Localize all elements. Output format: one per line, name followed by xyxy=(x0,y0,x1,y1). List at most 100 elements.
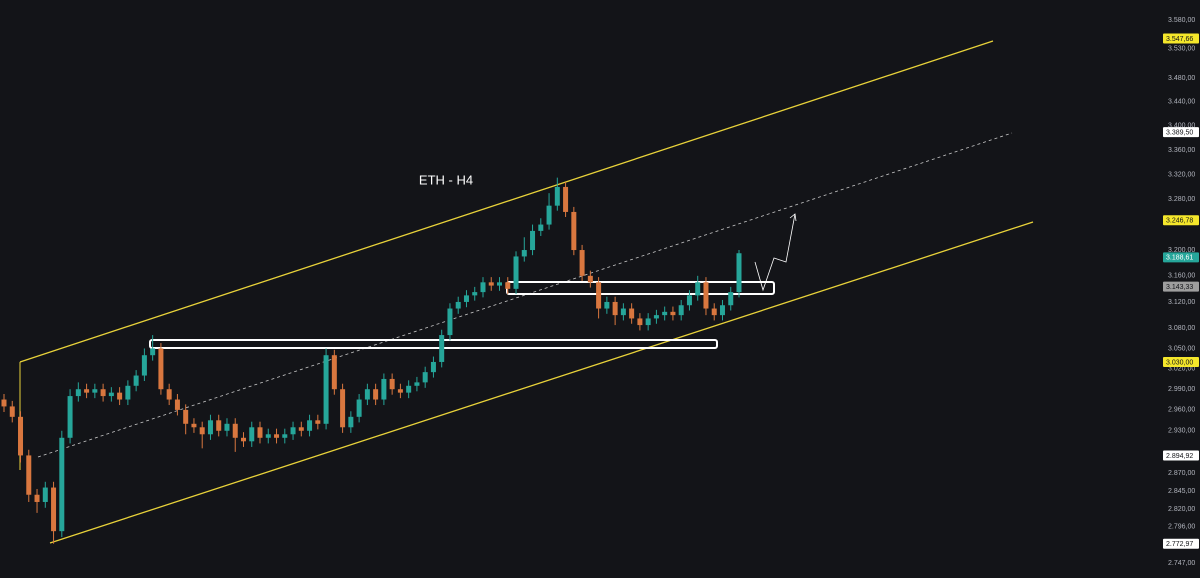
y-tick-label: 3.020,00 xyxy=(1168,366,1195,373)
candle-body xyxy=(414,382,420,386)
arrow-head xyxy=(789,213,797,222)
candle-body xyxy=(587,275,593,283)
channel-upper xyxy=(19,40,994,363)
candle-body xyxy=(728,292,734,306)
candle-body xyxy=(274,434,280,438)
candle-body xyxy=(67,396,73,438)
price-marker-label: 2.772,97 xyxy=(1166,541,1193,548)
candle-body xyxy=(513,256,519,289)
candle-body xyxy=(92,389,98,393)
candle-body xyxy=(216,420,222,431)
price-marker xyxy=(1163,281,1199,292)
candle-body xyxy=(282,434,288,438)
y-tick-label: 3.160,00 xyxy=(1168,273,1195,280)
y-tick-label: 3.530,00 xyxy=(1168,46,1195,53)
y-tick-label: 2.747,00 xyxy=(1168,560,1195,567)
candle-body xyxy=(249,427,255,442)
candle-body xyxy=(736,253,742,293)
candle-body xyxy=(207,420,213,435)
candle-body xyxy=(191,423,197,428)
candle-body xyxy=(538,224,544,231)
y-tick-label: 3.280,00 xyxy=(1168,196,1195,203)
candle-body xyxy=(166,389,172,400)
candle-body xyxy=(315,420,321,424)
price-marker-label: 3.246,78 xyxy=(1166,218,1193,225)
chart-title: ETH - H4 xyxy=(419,172,473,187)
candle-body xyxy=(406,385,412,393)
candle-body xyxy=(521,250,527,257)
price-marker-label: 3.547,66 xyxy=(1166,36,1193,43)
candle-body xyxy=(629,308,635,319)
candle-body xyxy=(373,389,379,400)
candle-body xyxy=(719,305,725,316)
candle-body xyxy=(117,392,123,400)
price-marker xyxy=(1163,33,1199,44)
candle-body xyxy=(530,230,536,251)
candle-body xyxy=(323,355,329,424)
y-tick-label: 3.320,00 xyxy=(1168,171,1195,178)
zone-lower xyxy=(149,339,718,349)
price-marker-label: 3.143,33 xyxy=(1166,284,1193,291)
candle-body xyxy=(505,282,511,289)
candle-body xyxy=(232,423,238,438)
y-tick-label: 3.580,00 xyxy=(1168,17,1195,24)
price-marker xyxy=(1163,127,1199,138)
candle-body xyxy=(472,292,478,296)
candle-body xyxy=(265,434,271,438)
candle-body xyxy=(463,295,469,302)
candle-body xyxy=(695,282,701,296)
candle-body xyxy=(84,389,90,393)
price-marker xyxy=(1163,450,1199,461)
price-marker-label: 3.389,50 xyxy=(1166,129,1193,136)
price-marker-label: 3.188,61 xyxy=(1166,255,1193,262)
y-tick-label: 3.440,00 xyxy=(1168,99,1195,106)
candle-body xyxy=(1,399,7,407)
candle-body xyxy=(612,301,618,316)
y-tick-label: 2.820,00 xyxy=(1168,506,1195,513)
candle-body xyxy=(497,282,503,286)
price-marker xyxy=(1163,215,1199,226)
candle-body xyxy=(108,392,114,397)
candle-body xyxy=(75,389,81,397)
candle-body xyxy=(563,186,569,212)
candle-body xyxy=(430,361,436,373)
candle-body xyxy=(670,311,676,316)
price-marker xyxy=(1163,356,1199,367)
candle-body xyxy=(678,305,684,316)
candle-body xyxy=(480,282,486,293)
candle-body xyxy=(703,282,709,309)
candle-body xyxy=(422,372,428,383)
price-marker-label: 3.030,00 xyxy=(1166,359,1193,366)
candle-body xyxy=(158,348,164,390)
candle-body xyxy=(290,427,296,435)
candle-body xyxy=(240,437,246,442)
candle-body xyxy=(257,427,263,438)
price-marker xyxy=(1163,538,1199,549)
candle-body xyxy=(224,423,230,431)
candle-body xyxy=(645,318,651,326)
candle-body xyxy=(34,494,40,502)
candle-body xyxy=(381,378,387,400)
candle-body xyxy=(133,375,139,386)
candle-body xyxy=(571,211,577,251)
y-tick-label: 2.845,00 xyxy=(1168,488,1195,495)
candle-body xyxy=(364,389,370,400)
candle-body xyxy=(125,385,131,400)
candle-body xyxy=(389,378,395,390)
y-tick-label: 2.990,00 xyxy=(1168,386,1195,393)
candle-body xyxy=(686,295,692,306)
candle-body xyxy=(604,301,610,309)
candle-body xyxy=(199,427,205,435)
candle-body xyxy=(59,437,65,532)
y-tick-label: 3.360,00 xyxy=(1168,147,1195,154)
candle-body xyxy=(546,205,552,225)
candle-body xyxy=(331,355,337,390)
price-marker xyxy=(1163,252,1199,263)
candle-body xyxy=(298,427,304,431)
y-tick-label: 2.930,00 xyxy=(1168,428,1195,435)
candle-body xyxy=(356,399,362,417)
price-axis: 3.580,00 3.530,00 3.480,00 3.440,00 3.400,00… xyxy=(1163,17,1199,567)
candle-body xyxy=(439,335,445,362)
